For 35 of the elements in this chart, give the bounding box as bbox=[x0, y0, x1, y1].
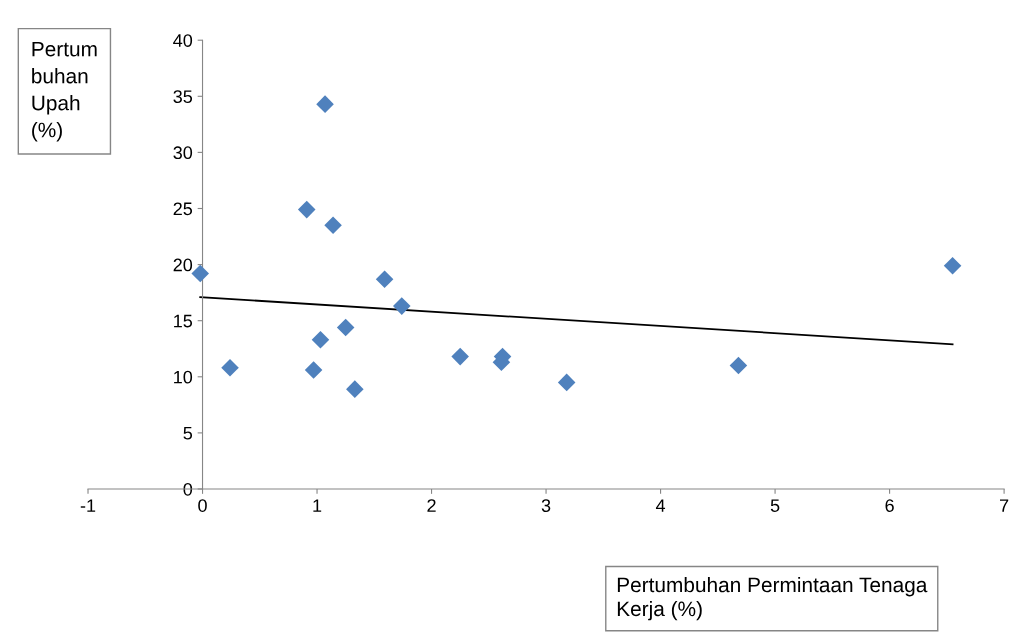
x-tick-label: 5 bbox=[770, 499, 780, 512]
point bbox=[191, 264, 210, 283]
x-tick-label: 6 bbox=[885, 499, 894, 512]
y-axis-title: Pertum buhan Upah (%) bbox=[32, 41, 97, 142]
x-tick-label: 2 bbox=[427, 499, 436, 512]
point bbox=[943, 256, 962, 275]
point bbox=[297, 200, 316, 219]
y-tick-label: 10 bbox=[174, 370, 193, 384]
x-tick-label: 7 bbox=[1000, 499, 1009, 512]
point bbox=[221, 359, 239, 377]
point bbox=[557, 373, 576, 392]
y-tick-label: 5 bbox=[183, 427, 193, 440]
y-tick-label: 30 bbox=[173, 146, 193, 160]
point bbox=[311, 330, 330, 349]
y-tick-label: 20 bbox=[173, 258, 193, 272]
x-tick-label: 3 bbox=[541, 499, 551, 512]
y-tick-label: 40 bbox=[173, 34, 193, 47]
x-tick-label: 1 bbox=[313, 499, 322, 512]
x-tick-label: 4 bbox=[655, 499, 666, 512]
y-tick-label: 35 bbox=[173, 90, 193, 104]
x-tick-label: 0 bbox=[198, 499, 207, 512]
point bbox=[316, 95, 334, 113]
point bbox=[346, 380, 364, 398]
y-tick-label: 25 bbox=[173, 202, 193, 216]
point bbox=[392, 297, 411, 315]
x-tick-label: -1 bbox=[80, 499, 96, 512]
point bbox=[304, 361, 323, 379]
point bbox=[729, 356, 748, 375]
point bbox=[324, 216, 342, 235]
point bbox=[451, 347, 469, 366]
point bbox=[336, 318, 355, 337]
x-axis-title: Pertumbuhan Permintaan Tenaga Kerja (%) bbox=[617, 576, 928, 621]
point bbox=[375, 270, 394, 288]
y-tick-label: 0 bbox=[183, 482, 193, 496]
y-tick-label: 15 bbox=[174, 314, 193, 328]
